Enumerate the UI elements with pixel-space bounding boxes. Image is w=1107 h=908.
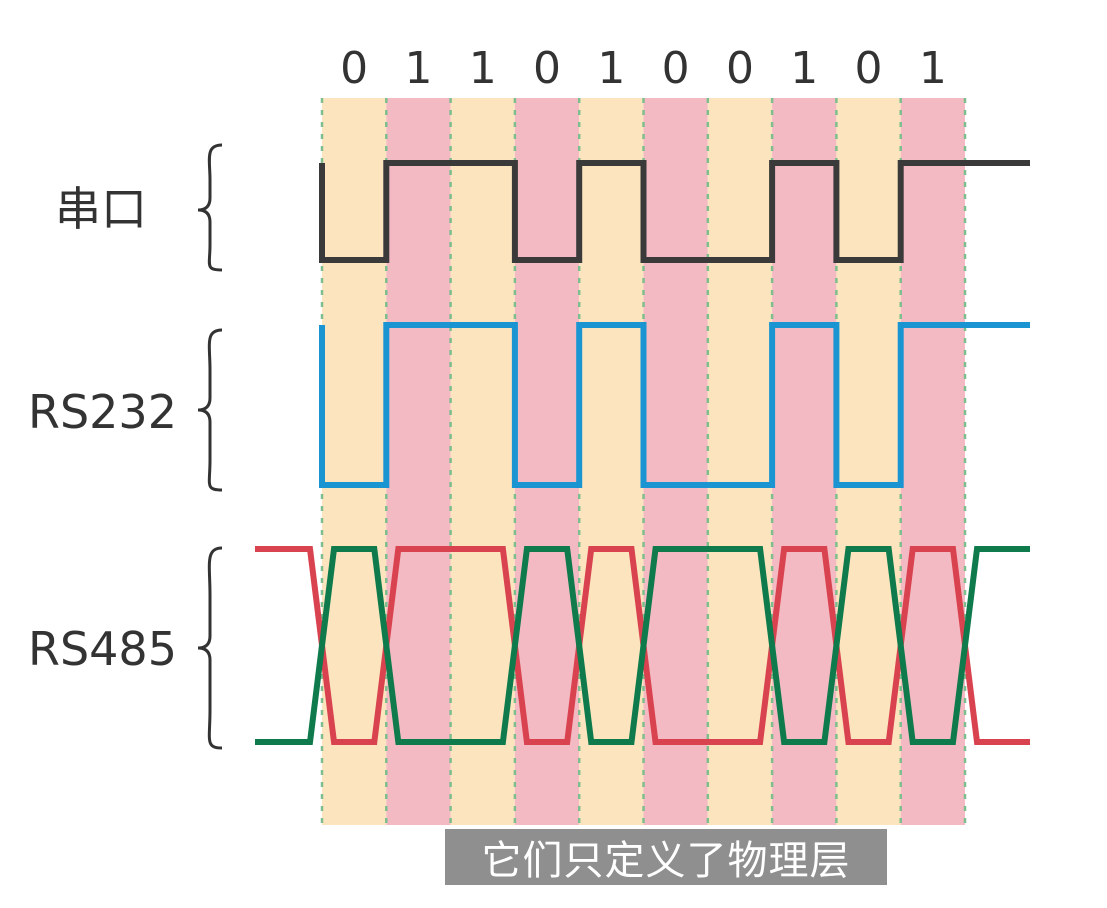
bit-band [386, 98, 451, 825]
serial-waveform [319, 160, 1030, 263]
bit-band [836, 98, 901, 825]
bit-band [707, 98, 773, 825]
row-label-rs485: RS485 [28, 622, 177, 676]
bit-label: 0 [855, 43, 883, 94]
bit-label: 1 [469, 43, 497, 94]
bit-band [643, 98, 708, 825]
bit-label: 0 [340, 43, 368, 94]
bit-bands [322, 98, 965, 825]
row-serial: 串口 [55, 143, 1030, 272]
row-label-serial: 串口 [55, 182, 147, 236]
bit-label: 1 [919, 43, 947, 94]
bit-band [514, 98, 580, 825]
rs485-b-waveform [255, 546, 1030, 745]
bit-band [322, 98, 387, 825]
caption-subtitle: 它们只定义了物理层 [445, 829, 887, 885]
brace-rs485 [197, 546, 223, 750]
rs232-waveform [319, 322, 1030, 488]
bit-label: 1 [404, 43, 432, 94]
bit-band [900, 98, 965, 825]
brace-serial [197, 143, 223, 272]
bit-label: 1 [790, 43, 818, 94]
row-rs232: RS232 [28, 322, 1030, 492]
bit-label: 1 [597, 43, 625, 94]
row-rs485: RS485 [28, 546, 1030, 750]
bit-band [579, 98, 644, 825]
brace-rs232 [197, 328, 223, 492]
bit-band [772, 98, 837, 825]
bit-label: 0 [533, 43, 561, 94]
bit-band [450, 98, 515, 825]
row-label-rs232: RS232 [28, 385, 177, 439]
bit-label: 0 [726, 43, 754, 94]
bit-label: 0 [662, 43, 690, 94]
